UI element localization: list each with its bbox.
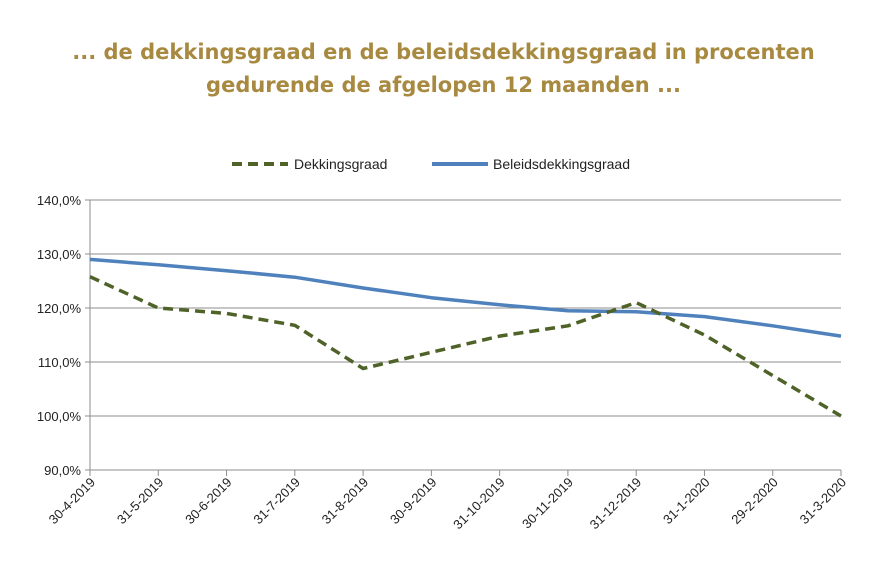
x-tick-label: 31-8-2019 bbox=[319, 475, 372, 528]
series-lines bbox=[89, 257, 843, 418]
data-point-dekkingsgraad bbox=[498, 335, 501, 338]
x-tick-label: 30-9-2019 bbox=[387, 475, 440, 528]
data-point-beleidsdekkingsgraad bbox=[89, 258, 92, 261]
data-point-beleidsdekkingsgraad bbox=[703, 315, 706, 318]
series-line-beleidsdekkingsgraad bbox=[89, 257, 842, 338]
x-tick-label: 30-4-2019 bbox=[46, 475, 99, 528]
y-tick-label: 120,0% bbox=[37, 301, 82, 316]
data-point-beleidsdekkingsgraad bbox=[225, 269, 228, 272]
data-point-beleidsdekkingsgraad bbox=[635, 310, 638, 313]
y-tick-label: 90,0% bbox=[44, 463, 81, 478]
data-point-dekkingsgraad bbox=[293, 324, 296, 327]
chart-title-line1: ... de dekkingsgraad en de beleidsdekkin… bbox=[72, 40, 815, 64]
gridlines bbox=[90, 199, 841, 417]
data-point-beleidsdekkingsgraad bbox=[840, 335, 843, 338]
legend: Dekkingsgraad Beleidsdekkingsgraad bbox=[232, 156, 630, 172]
data-point-beleidsdekkingsgraad bbox=[771, 324, 774, 327]
y-tick-label: 110,0% bbox=[38, 355, 82, 370]
data-point-beleidsdekkingsgraad bbox=[157, 263, 160, 266]
x-tick-label: 30-11-2019 bbox=[519, 475, 576, 532]
x-tick-label: 31-5-2019 bbox=[114, 475, 167, 528]
data-point-dekkingsgraad bbox=[840, 415, 843, 418]
x-axis-labels: 30-4-2019 31-5-2019 30-6-2019 31-7-2019 31-8… bbox=[46, 475, 850, 533]
chart-subtitle: gedurende de afgelopen 12 maanden ... bbox=[206, 73, 681, 97]
data-point-beleidsdekkingsgraad bbox=[430, 296, 433, 299]
series-line-dekkingsgraad bbox=[89, 275, 842, 418]
x-tick-label: 31-1-2020 bbox=[660, 475, 713, 528]
data-point-beleidsdekkingsgraad bbox=[362, 287, 365, 290]
data-point-beleidsdekkingsgraad bbox=[566, 309, 569, 312]
x-tick-label: 29-2-2020 bbox=[728, 475, 781, 528]
data-point-dekkingsgraad bbox=[566, 324, 569, 327]
legend-label-beleidsdekkingsgraad: Beleidsdekkingsgraad bbox=[493, 156, 630, 172]
y-tick-label: 140,0% bbox=[37, 193, 82, 208]
data-point-beleidsdekkingsgraad bbox=[293, 276, 296, 279]
data-point-dekkingsgraad bbox=[635, 301, 638, 304]
y-tick-label: 130,0% bbox=[37, 247, 82, 262]
data-point-dekkingsgraad bbox=[157, 307, 160, 310]
x-tick-label: 31-10-2019 bbox=[450, 475, 508, 533]
y-tick-label: 100,0% bbox=[37, 409, 82, 424]
x-tick-label: 30-6-2019 bbox=[182, 475, 235, 528]
axes bbox=[85, 199, 842, 476]
y-axis-labels: 90,0% 100,0% 110,0% 120,0% 130,0% 140,0% bbox=[37, 193, 82, 478]
x-tick-label: 31-3-2020 bbox=[797, 475, 850, 528]
data-point-dekkingsgraad bbox=[362, 367, 365, 370]
data-point-dekkingsgraad bbox=[703, 334, 706, 337]
data-point-dekkingsgraad bbox=[430, 351, 433, 354]
x-tick-label: 31-12-2019 bbox=[587, 475, 645, 533]
legend-label-dekkingsgraad: Dekkingsgraad bbox=[294, 156, 387, 172]
data-point-dekkingsgraad bbox=[225, 312, 228, 315]
chart-title: ... de dekkingsgraad en de beleidsdekkin… bbox=[0, 36, 887, 102]
data-point-beleidsdekkingsgraad bbox=[498, 303, 501, 306]
data-point-dekkingsgraad bbox=[771, 374, 774, 377]
x-tick-label: 31-7-2019 bbox=[250, 475, 303, 528]
data-point-dekkingsgraad bbox=[89, 275, 92, 278]
